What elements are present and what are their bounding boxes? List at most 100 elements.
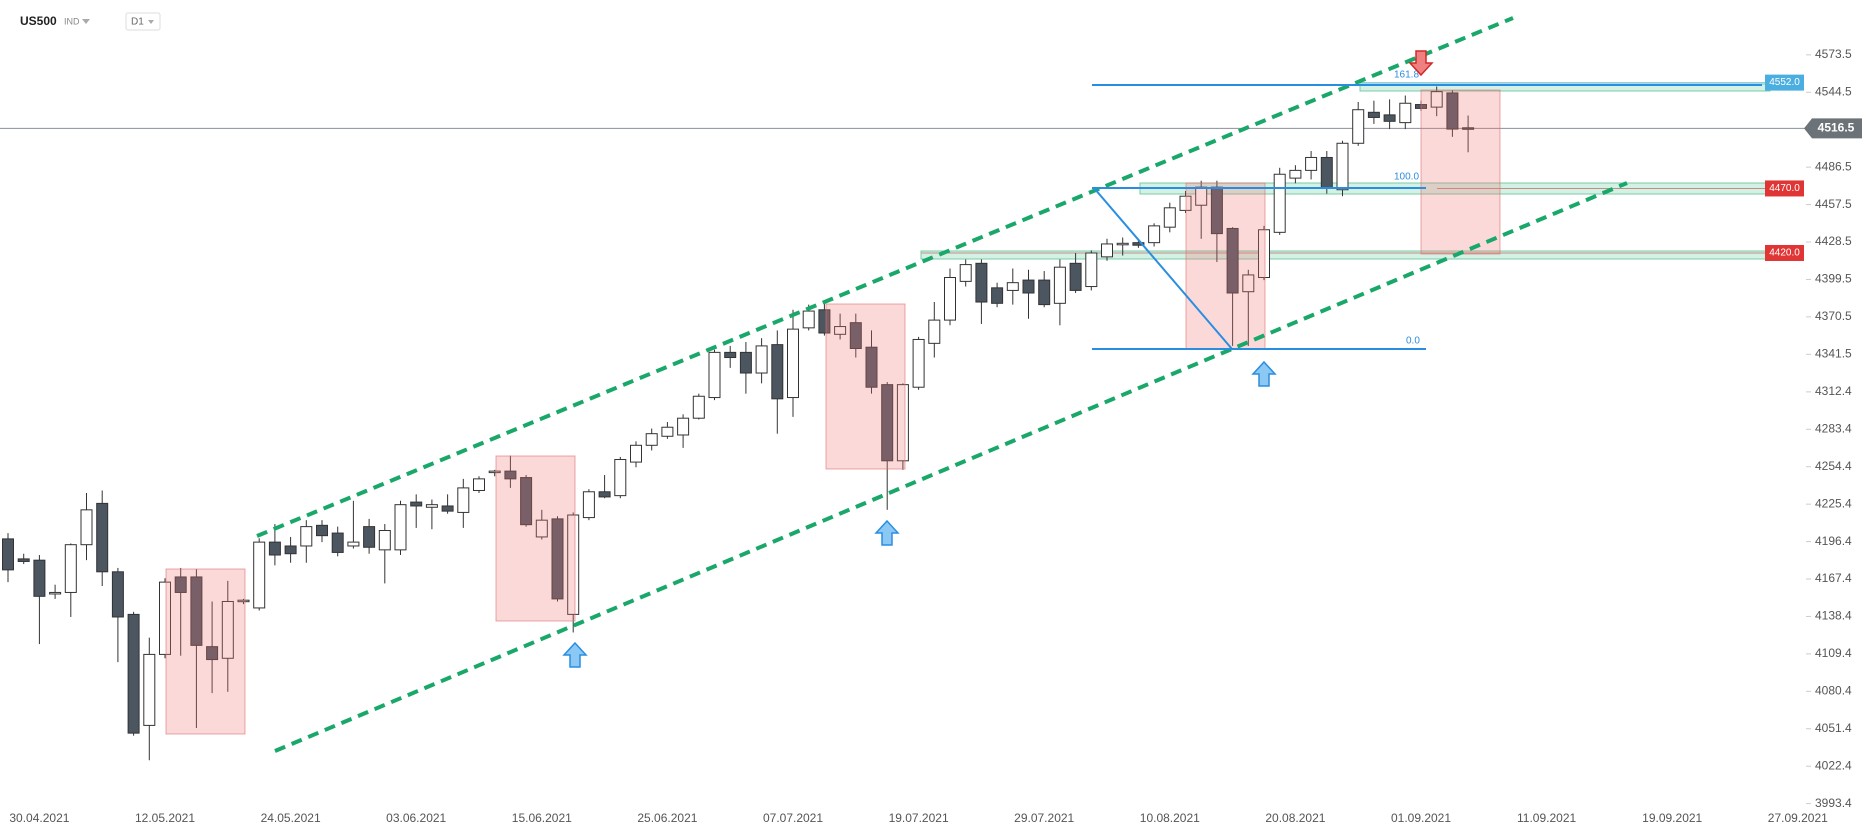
candle-body (1101, 243, 1113, 258)
x-tick-label: 20.08.2021 (1265, 811, 1325, 825)
candle-body (33, 559, 46, 597)
candle-body (582, 491, 595, 519)
candle-body (1336, 142, 1349, 191)
candle-body (535, 519, 548, 538)
candle-body (1053, 266, 1066, 304)
interval: D1 (131, 17, 144, 28)
candle-body (410, 501, 423, 507)
candle-body (473, 478, 485, 491)
candle-body (174, 576, 187, 593)
fib-trend (1093, 187, 1233, 350)
candle-body (1132, 242, 1145, 246)
axes: 4573.5 4544.5 4486.5 4457.5 4428.5 4399.5 4370… (9, 47, 1862, 825)
candle-body (237, 599, 250, 603)
candle-body (1022, 279, 1035, 294)
highlight-box (495, 455, 576, 622)
candle-body (488, 470, 501, 474)
candle-body (692, 395, 705, 419)
market: IND (64, 16, 80, 26)
candle-body (959, 264, 972, 282)
candle-body (1148, 225, 1161, 244)
candle-body (253, 541, 266, 609)
level-tag (1765, 180, 1804, 197)
x-tick-label: 30.04.2021 (9, 811, 69, 825)
candle-body (206, 646, 219, 661)
y-tick-label: 4312.4 (1815, 384, 1852, 398)
candle-body (1069, 262, 1082, 291)
y-tick-label: 4428.5 (1815, 234, 1852, 248)
level-tag (1765, 244, 1804, 261)
candle-body (1038, 279, 1051, 306)
candle-body (1462, 127, 1475, 130)
candle-body (1430, 91, 1443, 108)
y-tick-label: 3993.4 (1815, 796, 1852, 810)
candle-body (1006, 282, 1019, 291)
level-tag-label: 4470.0 (1769, 183, 1800, 194)
candle-body (441, 505, 454, 512)
x-tick-label: 03.06.2021 (386, 811, 446, 825)
x-tick-label: 29.07.2021 (1014, 811, 1074, 825)
candle-body (991, 287, 1004, 304)
candle-body (551, 518, 564, 600)
candle-body (221, 600, 234, 659)
y-tick-label: 4341.5 (1815, 346, 1852, 360)
y-tick-label: 4370.5 (1815, 309, 1852, 323)
candle-body (80, 509, 93, 546)
candle-body (724, 351, 737, 359)
candle-body (598, 491, 611, 498)
candle-body (96, 502, 109, 573)
level-tag-label: 4420.0 (1769, 248, 1800, 259)
channel-lower (274, 181, 1628, 753)
candle-body (300, 526, 313, 547)
candle-body (677, 417, 690, 436)
candle-body (896, 384, 909, 462)
overlays (165, 89, 1501, 735)
candle-body (1383, 114, 1396, 122)
candle-body (457, 487, 470, 513)
candle-body (975, 262, 988, 303)
fib-label: 100.0 (1394, 172, 1419, 183)
y-tick-label: 4283.4 (1815, 421, 1852, 435)
zone (920, 250, 1771, 260)
channel-upper (256, 16, 1514, 538)
x-tick-label: 10.08.2021 (1140, 811, 1200, 825)
y-tick-label: 4486.5 (1815, 159, 1852, 173)
highlight-box (1185, 182, 1266, 350)
highlight-box (165, 568, 246, 735)
y-tick-label: 4254.4 (1815, 459, 1852, 473)
candle-body (771, 344, 784, 400)
highlight-box (1420, 89, 1501, 255)
last-price-tag (1804, 118, 1862, 139)
candle-body (755, 345, 768, 374)
y-tick-label: 4544.5 (1815, 84, 1852, 98)
candle-body (645, 433, 658, 446)
candle-body (1446, 92, 1459, 130)
candle-body (17, 558, 30, 562)
x-tick-label: 24.05.2021 (261, 811, 321, 825)
y-tick-label: 4225.4 (1815, 496, 1852, 510)
candle-body (849, 322, 862, 349)
candle-body (1116, 242, 1129, 246)
candle-body (1226, 227, 1239, 294)
y-tick-label: 4457.5 (1815, 197, 1852, 211)
candle-body (331, 532, 344, 553)
candle-body (567, 514, 580, 615)
interval-box[interactable] (125, 12, 161, 31)
dropdown[interactable] (148, 20, 154, 24)
candle-body (912, 338, 925, 388)
level-tag (1765, 74, 1804, 91)
candle-body (1352, 109, 1365, 144)
candle-body (363, 526, 376, 548)
candle-body (1320, 156, 1333, 189)
candle-body (1399, 102, 1412, 124)
dropdown[interactable] (82, 19, 90, 24)
last-price-label: 4516.5 (1818, 121, 1855, 135)
candle-body (661, 426, 674, 437)
candle-body (1258, 229, 1270, 279)
x-tick-label: 19.09.2021 (1642, 811, 1702, 825)
candle-body (2, 538, 14, 571)
symbol[interactable]: US500 (20, 14, 57, 28)
candle-body (520, 477, 533, 526)
candle-body (127, 613, 140, 734)
